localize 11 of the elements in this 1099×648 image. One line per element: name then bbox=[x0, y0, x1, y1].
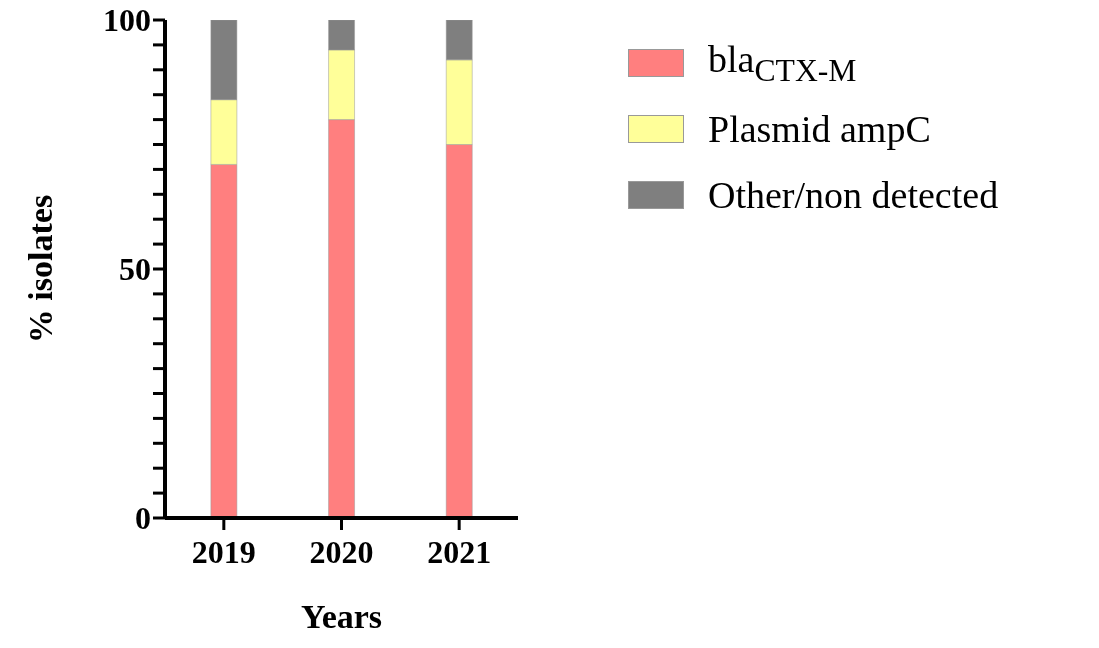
x-axis-title: Years bbox=[300, 598, 383, 635]
legend-label: Other/non detected bbox=[708, 173, 999, 217]
x-tick-label: 2019 bbox=[191, 533, 256, 570]
y-tick-label: 0 bbox=[135, 500, 151, 537]
x-tick-label: 2020 bbox=[309, 533, 374, 570]
legend-label: bla$_{CTX-M}$ bbox=[708, 37, 857, 89]
y-tick-label: 50 bbox=[119, 251, 151, 288]
y-tick-label: 100 bbox=[103, 2, 151, 39]
y-axis-title: % isolates bbox=[22, 194, 60, 344]
x-tick-label: 2021 bbox=[427, 533, 492, 570]
legend-label: Plasmid ampC bbox=[708, 107, 931, 151]
